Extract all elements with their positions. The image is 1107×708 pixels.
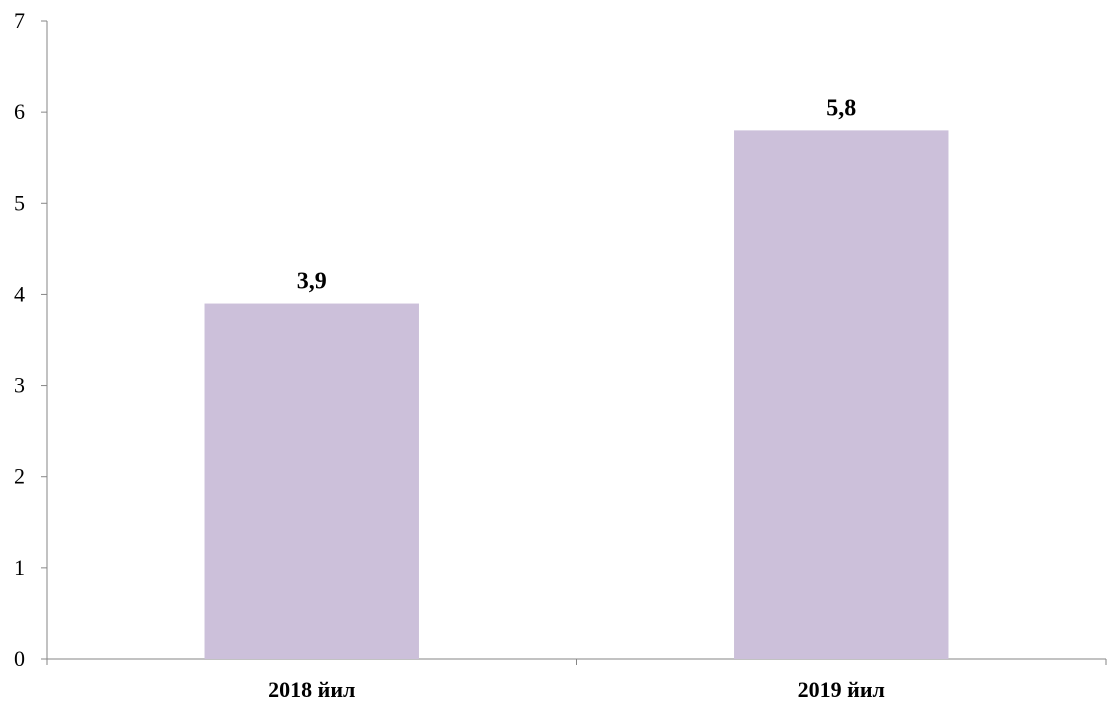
y-tick-label: 6 [14, 99, 25, 124]
y-tick-label: 2 [14, 464, 25, 489]
y-tick-label: 0 [14, 646, 25, 671]
bar [734, 130, 949, 659]
y-tick-label: 4 [14, 281, 25, 306]
data-label: 3,9 [297, 269, 327, 295]
y-tick-label: 7 [14, 8, 25, 33]
bar [204, 303, 419, 659]
bars [204, 130, 949, 659]
labels: 0 1 2 3 4 5 6 7 3,9 2018 йил 5,8 2019 йил [14, 8, 885, 702]
x-category-label: 2018 йил [268, 677, 355, 702]
x-category-label: 2019 йил [798, 677, 885, 702]
data-label: 5,8 [826, 95, 856, 121]
y-tick-label: 1 [14, 555, 25, 580]
y-tick-label: 3 [14, 373, 25, 398]
y-tick-label: 5 [14, 190, 25, 215]
